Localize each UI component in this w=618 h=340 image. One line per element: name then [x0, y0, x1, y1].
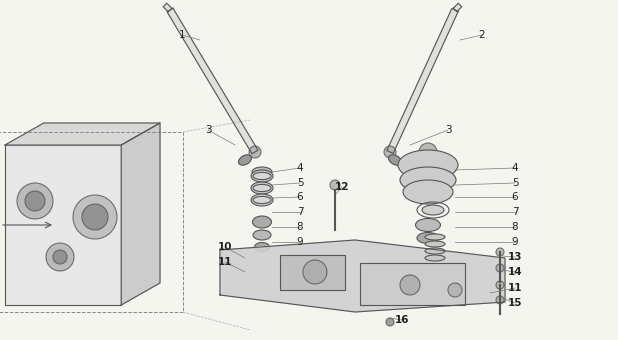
Text: 5: 5 [297, 178, 303, 188]
FancyBboxPatch shape [5, 145, 121, 305]
Ellipse shape [400, 167, 456, 193]
Ellipse shape [415, 219, 441, 232]
Text: 16: 16 [395, 315, 409, 325]
Text: 6: 6 [297, 192, 303, 202]
Circle shape [46, 243, 74, 271]
Ellipse shape [252, 167, 272, 177]
Ellipse shape [422, 205, 444, 215]
Ellipse shape [425, 234, 445, 240]
Polygon shape [121, 123, 160, 305]
Ellipse shape [251, 170, 273, 182]
Text: 4: 4 [512, 163, 519, 173]
Circle shape [17, 183, 53, 219]
Text: 11: 11 [508, 283, 522, 293]
Text: 7: 7 [512, 207, 519, 217]
Ellipse shape [253, 230, 271, 240]
Text: 9: 9 [512, 237, 519, 247]
Text: 3: 3 [445, 125, 451, 135]
Text: 12: 12 [335, 182, 349, 192]
Ellipse shape [425, 255, 445, 261]
Polygon shape [220, 240, 505, 312]
Ellipse shape [253, 197, 271, 204]
Ellipse shape [389, 155, 402, 165]
Circle shape [400, 275, 420, 295]
Text: 14: 14 [508, 267, 522, 277]
Ellipse shape [255, 242, 269, 252]
Bar [0, 132, 183, 312]
Circle shape [25, 191, 45, 211]
Polygon shape [163, 3, 172, 12]
Text: 6: 6 [512, 192, 519, 202]
Circle shape [249, 146, 261, 158]
Text: 8: 8 [297, 222, 303, 232]
Text: 8: 8 [512, 222, 519, 232]
Text: 2: 2 [479, 30, 485, 40]
Ellipse shape [398, 150, 458, 180]
Circle shape [384, 146, 396, 158]
Ellipse shape [425, 248, 445, 254]
Ellipse shape [253, 172, 271, 180]
Text: 4: 4 [297, 163, 303, 173]
Circle shape [73, 195, 117, 239]
Text: 11: 11 [218, 257, 232, 267]
Polygon shape [387, 8, 458, 153]
Text: 13: 13 [508, 252, 522, 262]
Ellipse shape [239, 155, 252, 165]
Ellipse shape [417, 233, 439, 243]
Bar [360, 263, 465, 305]
Circle shape [419, 143, 437, 161]
Text: 1: 1 [179, 30, 185, 40]
Polygon shape [167, 8, 258, 154]
Circle shape [53, 250, 67, 264]
Ellipse shape [403, 180, 453, 204]
Ellipse shape [425, 241, 445, 247]
Circle shape [496, 264, 504, 272]
Circle shape [82, 204, 108, 230]
Ellipse shape [251, 194, 273, 206]
Text: 5: 5 [512, 178, 519, 188]
Text: 10: 10 [218, 242, 232, 252]
Polygon shape [5, 123, 160, 145]
Circle shape [386, 318, 394, 326]
Ellipse shape [251, 182, 273, 194]
Circle shape [303, 260, 327, 284]
Text: 15: 15 [508, 298, 522, 308]
Circle shape [448, 283, 462, 297]
Polygon shape [453, 3, 462, 12]
Circle shape [330, 180, 340, 190]
Bar [280, 255, 345, 290]
Circle shape [496, 296, 504, 304]
Circle shape [496, 248, 504, 256]
Text: 9: 9 [297, 237, 303, 247]
Text: 7: 7 [297, 207, 303, 217]
Ellipse shape [253, 184, 271, 192]
Ellipse shape [253, 216, 271, 228]
Text: 3: 3 [205, 125, 211, 135]
Circle shape [496, 281, 504, 289]
